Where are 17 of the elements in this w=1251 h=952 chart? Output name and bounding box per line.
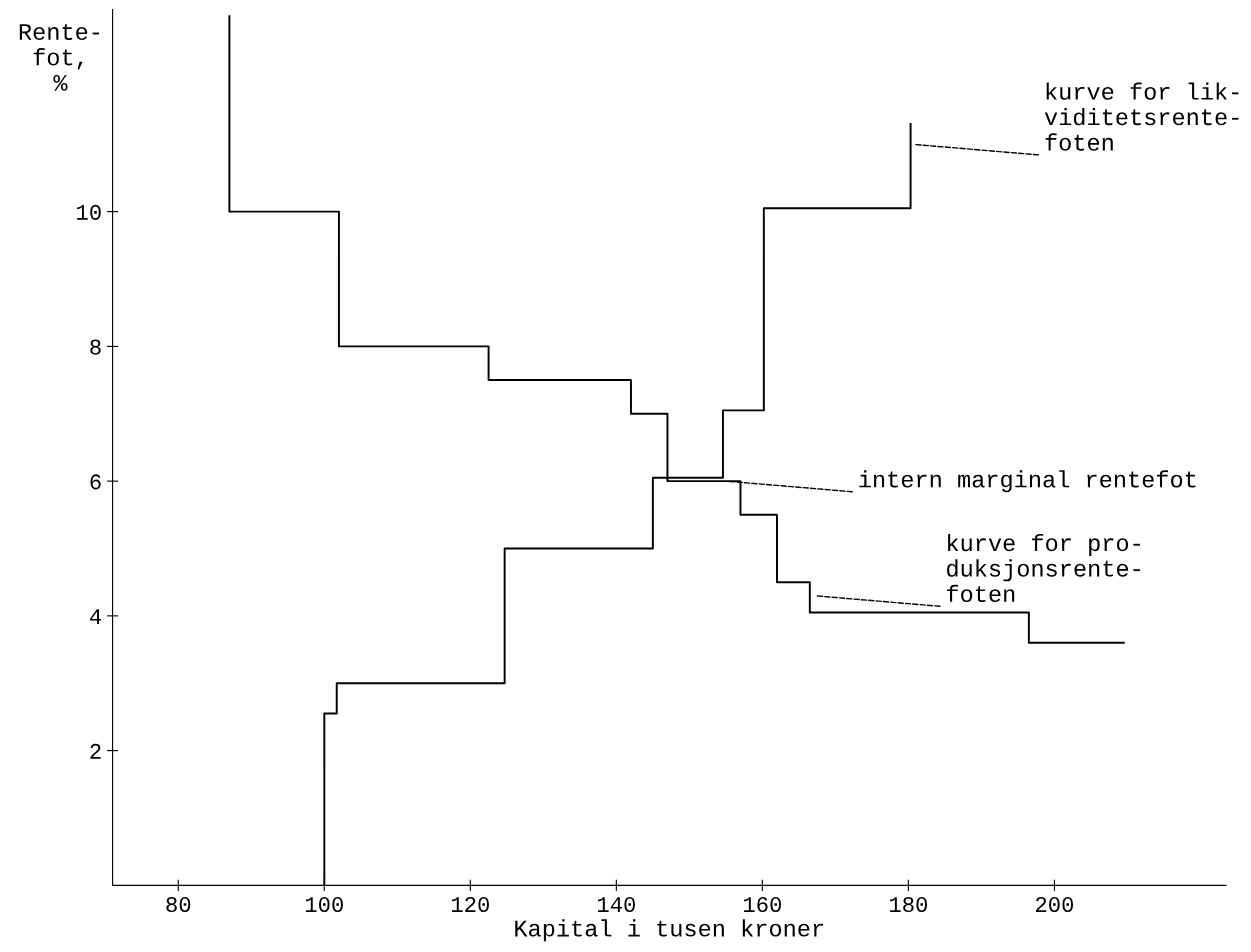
x-tick-label: 100 xyxy=(305,897,343,913)
x-axis-title: Kapital i tusen kroner xyxy=(515,919,824,942)
y-tick-label: 10 xyxy=(77,204,101,220)
x-tick-label: 160 xyxy=(743,897,782,913)
annotation: kurve for pro- duksjonsrente- foten xyxy=(947,533,1140,603)
x-tick-label: 200 xyxy=(1035,897,1074,913)
annotation: intern marginal rentefot xyxy=(859,470,1196,493)
y-axis-title: Rente- fot, % xyxy=(19,24,100,91)
x-tick-label: 140 xyxy=(597,897,635,913)
y-tick-label: 8 xyxy=(90,339,101,355)
x-tick-label: 180 xyxy=(889,897,928,913)
annotation: kurve for lik- viditetsrente- foten xyxy=(1044,82,1239,151)
x-tick-label: 120 xyxy=(451,897,489,913)
x-tick-label: 80 xyxy=(166,897,191,913)
y-tick-label: 6 xyxy=(90,474,101,490)
y-tick-label: 2 xyxy=(90,743,101,759)
y-tick-label: 4 xyxy=(89,609,102,624)
